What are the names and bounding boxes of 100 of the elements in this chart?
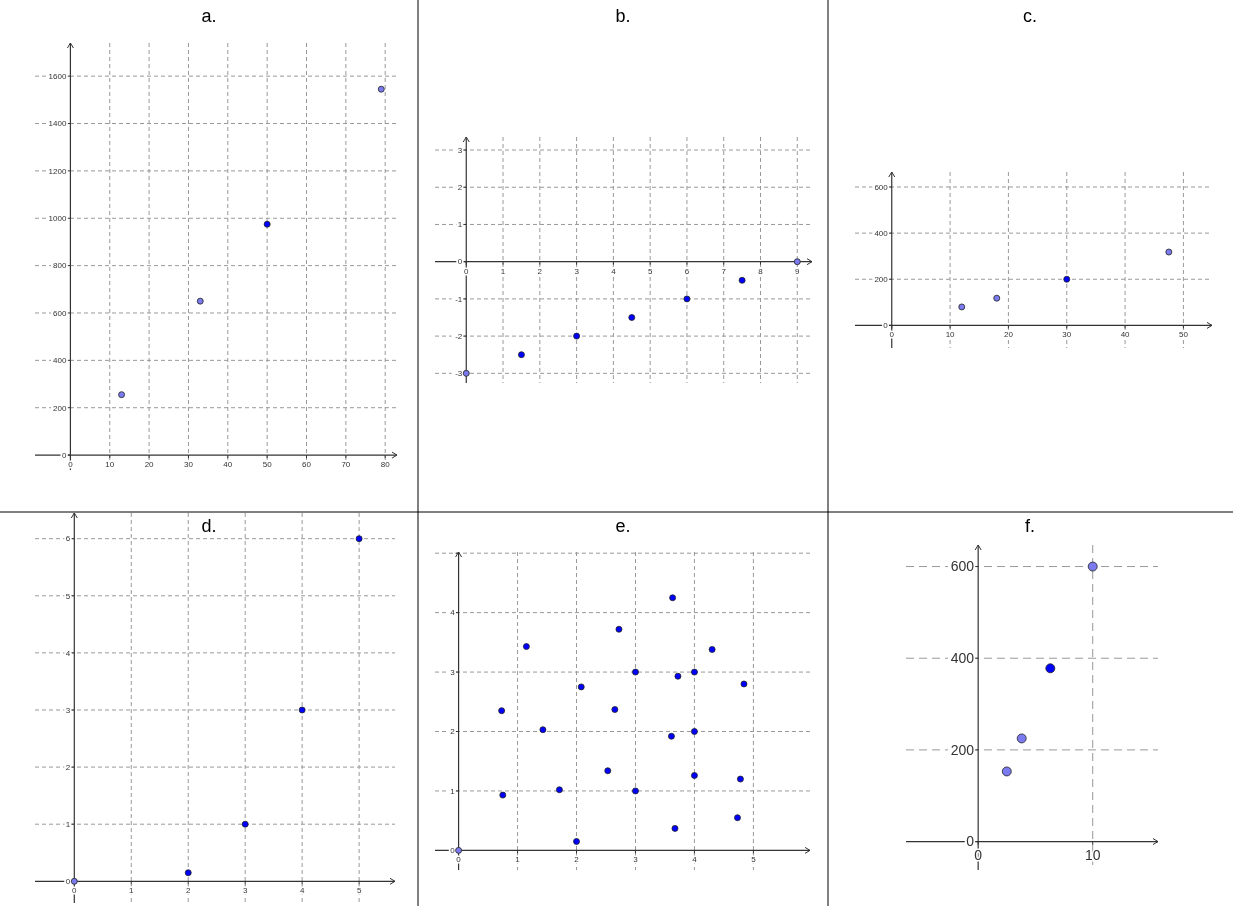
y-tick-label: 1400: [48, 119, 67, 129]
x-tick-label: 5: [356, 886, 362, 896]
y-tick-label: 0: [61, 450, 67, 460]
point: [1087, 561, 1098, 572]
y-tick-label: 6: [65, 534, 71, 544]
x-tick-label: 7: [721, 266, 727, 276]
y-tick-label: 800: [53, 261, 67, 271]
x-tick-label: 5: [647, 266, 653, 276]
x-tick-label: 4: [692, 855, 698, 865]
point: [499, 791, 507, 799]
y-tick-label: -3: [455, 369, 463, 379]
point: [1063, 275, 1071, 283]
point: [196, 297, 204, 305]
y-tick-label: 0: [457, 257, 463, 267]
y-tick-label: 400: [53, 356, 67, 366]
point: [1016, 733, 1027, 744]
chart-title: f.: [1024, 515, 1036, 536]
point: [573, 838, 580, 845]
y-tick-label: 1600: [48, 71, 67, 81]
y-tick-label: 4: [450, 608, 456, 618]
x-tick-label: 60: [302, 460, 312, 470]
x-tick-label: 5: [751, 855, 757, 865]
point: [522, 643, 530, 650]
y-tick-label: 3: [457, 145, 463, 155]
point: [241, 820, 249, 828]
chart-title: d.: [201, 515, 217, 536]
x-tick-label: 50: [1178, 330, 1189, 340]
chart-title: a.: [201, 5, 217, 26]
y-tick-label: 1: [65, 820, 71, 829]
y-tick-label: 3: [450, 667, 456, 677]
y-tick-label: 400: [950, 650, 975, 667]
y-tick-label: 5: [65, 591, 71, 601]
point: [573, 332, 581, 340]
point: [671, 824, 679, 832]
point: [355, 535, 363, 543]
x-tick-label: 40: [223, 460, 233, 470]
point: [118, 391, 125, 399]
point: [615, 625, 623, 633]
y-tick-label: 0: [65, 877, 71, 887]
point: [632, 787, 639, 795]
point: [577, 683, 585, 691]
y-tick-label: 1: [457, 220, 463, 230]
point: [669, 594, 677, 602]
x-tick-label: 0: [464, 266, 470, 276]
point: [632, 668, 639, 676]
point: [498, 707, 506, 715]
point: [691, 772, 698, 779]
x-tick-label: 6: [684, 266, 690, 276]
x-tick-label: 0: [72, 886, 78, 896]
x-tick-label: 1: [129, 886, 135, 896]
point: [740, 680, 748, 688]
x-tick-label: 3: [242, 886, 248, 896]
y-tick-label: 200: [53, 403, 67, 413]
x-tick-label: 9: [795, 266, 801, 276]
x-tick-label: 10: [945, 330, 956, 340]
y-tick-label: 3: [65, 705, 71, 715]
y-tick-label: 1200: [48, 166, 67, 176]
point: [734, 814, 741, 822]
x-tick-label: 3: [574, 266, 580, 276]
point: [184, 869, 192, 877]
y-tick-label: 1: [450, 786, 456, 796]
x-tick-label: 4: [611, 266, 617, 276]
point: [518, 351, 525, 359]
y-tick-label: 0: [883, 321, 889, 331]
chart-title: e.: [615, 515, 631, 536]
point: [691, 668, 698, 676]
x-tick-label: 2: [537, 266, 543, 276]
y-tick-label: 600: [950, 558, 975, 575]
x-tick-label: 1: [515, 855, 521, 865]
point: [298, 706, 306, 714]
point: [263, 220, 271, 228]
y-tick-label: 200: [874, 275, 889, 285]
y-tick-label: 0: [966, 833, 975, 850]
point: [738, 276, 746, 284]
x-tick-label: 30: [1062, 330, 1072, 340]
y-tick-label: 600: [874, 182, 889, 192]
chart-title: c.: [1022, 5, 1038, 26]
point: [628, 314, 636, 321]
y-tick-label: 2: [65, 762, 71, 772]
x-tick-label: 10: [1084, 846, 1101, 863]
y-tick-label: 4: [65, 648, 71, 658]
x-tick-label: 40: [1120, 330, 1131, 340]
point: [737, 775, 744, 783]
x-tick-label: 1: [500, 266, 506, 276]
chart-title: b.: [615, 5, 631, 26]
x-tick-label: 3: [633, 855, 639, 865]
point: [674, 672, 682, 680]
point: [1001, 766, 1012, 777]
point: [691, 728, 698, 735]
point: [993, 294, 1001, 302]
point: [604, 767, 612, 775]
point: [539, 726, 547, 734]
point: [683, 295, 691, 303]
point: [1165, 248, 1173, 256]
y-tick-label: -1: [455, 294, 463, 304]
point: [708, 646, 716, 653]
y-tick-label: 2: [457, 183, 463, 193]
x-tick-label: 30: [184, 460, 194, 470]
y-tick-label: -2: [455, 331, 463, 341]
x-tick-label: 70: [341, 460, 351, 470]
